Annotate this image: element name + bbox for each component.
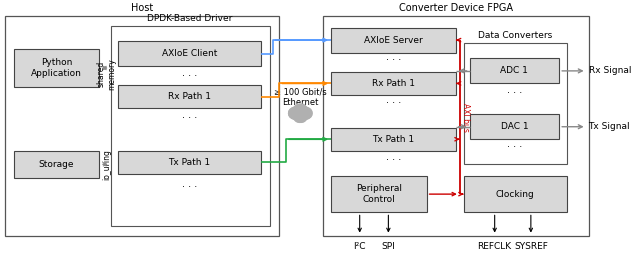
Text: Converter Device FPGA: Converter Device FPGA	[399, 3, 513, 13]
Text: · · ·: · · ·	[182, 71, 198, 81]
Text: Rx Path 1: Rx Path 1	[168, 92, 211, 101]
Text: Tx Path 1: Tx Path 1	[372, 135, 415, 144]
Bar	[470, 114, 559, 139]
Text: Rx Signal: Rx Signal	[589, 66, 631, 75]
Text: · · ·: · · ·	[507, 88, 522, 98]
Bar	[331, 128, 456, 151]
Text: Clocking: Clocking	[496, 190, 535, 199]
Text: REFCLK: REFCLK	[477, 242, 512, 251]
Bar	[331, 72, 456, 95]
Bar	[118, 151, 261, 174]
Bar	[463, 43, 567, 164]
Text: ≥ 100 Gbit/s
Ethernet: ≥ 100 Gbit/s Ethernet	[274, 87, 326, 107]
Text: shared
memory: shared memory	[97, 58, 116, 90]
Bar	[331, 28, 456, 53]
Bar	[14, 49, 99, 87]
Text: io_uring: io_uring	[102, 149, 111, 180]
Text: · · ·: · · ·	[507, 142, 522, 152]
Bar	[111, 26, 269, 226]
Bar	[331, 176, 427, 212]
Text: Tx Signal: Tx Signal	[589, 122, 630, 131]
Text: · · ·: · · ·	[182, 182, 198, 192]
Text: · · ·: · · ·	[386, 55, 401, 65]
Text: Host: Host	[131, 3, 154, 13]
Bar	[118, 41, 261, 66]
Bar	[14, 151, 99, 178]
Text: Rx Path 1: Rx Path 1	[372, 79, 415, 88]
Text: ADC 1: ADC 1	[500, 66, 528, 75]
Text: DPDK-Based Driver: DPDK-Based Driver	[147, 14, 233, 23]
Text: SYSREF: SYSREF	[514, 242, 548, 251]
Bar	[323, 16, 589, 235]
Text: Tx Path 1: Tx Path 1	[168, 158, 211, 167]
Text: DAC 1: DAC 1	[500, 122, 528, 131]
Bar	[5, 16, 279, 235]
Bar	[470, 58, 559, 83]
Text: · · ·: · · ·	[386, 155, 401, 165]
Bar	[118, 85, 261, 108]
Text: AXI bus: AXI bus	[461, 103, 470, 132]
Text: · · ·: · · ·	[386, 98, 401, 108]
Text: SPI: SPI	[381, 242, 396, 251]
Text: AXIoE Server: AXIoE Server	[364, 36, 423, 45]
Text: AXIoE Client: AXIoE Client	[162, 49, 218, 58]
Text: Storage: Storage	[39, 160, 74, 169]
Text: Python
Application: Python Application	[31, 58, 82, 78]
Text: Peripheral
Control: Peripheral Control	[356, 184, 402, 204]
Text: · · ·: · · ·	[182, 113, 198, 123]
Text: Data Converters: Data Converters	[478, 31, 552, 40]
Bar	[463, 176, 567, 212]
Text: I²C: I²C	[353, 242, 366, 251]
